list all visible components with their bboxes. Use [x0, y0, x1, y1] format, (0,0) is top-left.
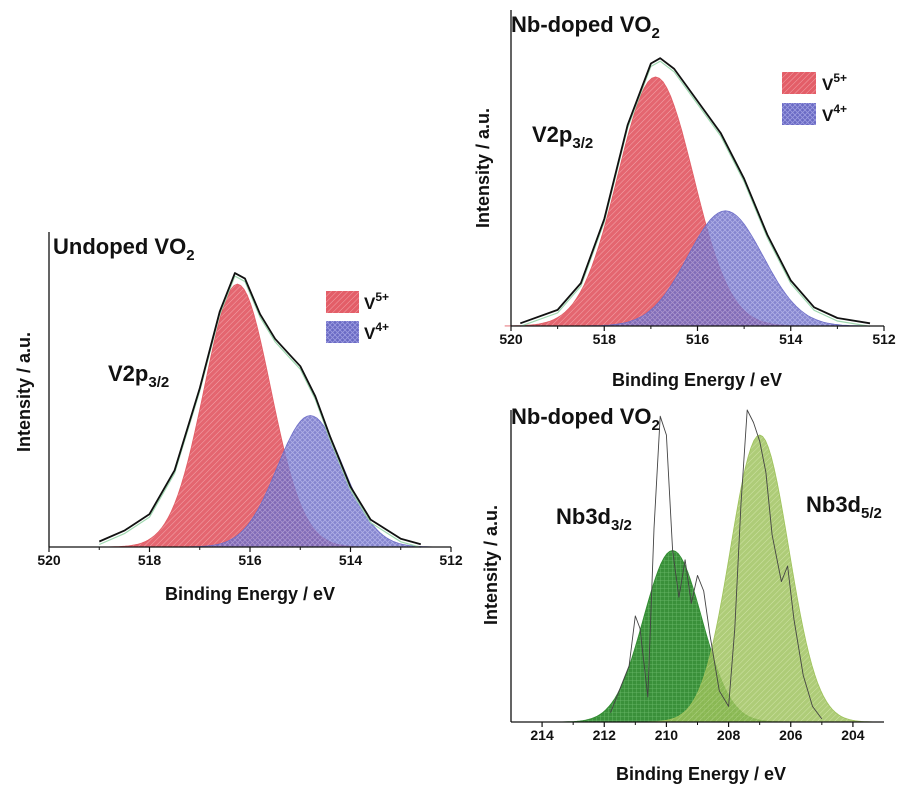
x-tick-label: 212 [593, 727, 617, 743]
x-tick-label: 514 [779, 331, 803, 347]
panel-nb-doped-nb3d: Nb-doped VO2 Intensity / a.u. Binding En… [481, 404, 884, 784]
x-tick-label: 514 [339, 552, 363, 568]
legend-swatch-v4 [326, 321, 359, 343]
legend-label-v5: V5+ [822, 71, 847, 94]
peak-annotation-v2p: V2p3/2 [532, 122, 593, 152]
legend-swatch-v5 [326, 291, 359, 313]
peak-v4 [177, 415, 443, 548]
panel-title: Undoped VO2 [53, 234, 195, 264]
x-tick-label: 214 [530, 727, 554, 743]
x-tick-label: 518 [138, 552, 162, 568]
legend-swatch-v5 [782, 72, 816, 94]
peak-annotation-v2p: V2p3/2 [108, 361, 169, 391]
legend: V5+ V4+ [326, 290, 389, 343]
x-tick-label: 512 [872, 331, 896, 347]
spectrum-envelope [610, 409, 823, 720]
panel-undoped: Undoped VO2 Intensity / a.u. Binding Ene… [14, 232, 463, 604]
peak-annotation-nb3d32: Nb3d3/2 [556, 504, 632, 534]
x-tick-label: 520 [499, 331, 523, 347]
x-tick-label: 518 [593, 331, 617, 347]
x-tick-label: 516 [686, 331, 710, 347]
peak-annotation-nb3d52: Nb3d5/2 [806, 492, 882, 522]
fit-curve [520, 60, 871, 327]
x-tick-label: 520 [37, 552, 61, 568]
x-axis-label: Binding Energy / eV [612, 370, 782, 390]
x-tick-label: 516 [238, 552, 262, 568]
legend: V5+ V4+ [782, 71, 847, 125]
x-tick-label: 206 [779, 727, 803, 743]
x-axis-label: Binding Energy / eV [165, 584, 335, 604]
x-tick-label: 204 [841, 727, 865, 743]
x-tick-label: 512 [439, 552, 463, 568]
legend-label-v4: V4+ [364, 320, 389, 343]
legend-swatch-v4 [782, 103, 816, 125]
legend-label-v4: V4+ [822, 102, 847, 125]
x-axis-label: Binding Energy / eV [616, 764, 786, 784]
peak-v4 [574, 210, 877, 327]
panel-title: Nb-doped VO2 [511, 404, 660, 434]
x-tick-label: 210 [655, 727, 679, 743]
y-axis-label: Intensity / a.u. [14, 332, 34, 452]
spectrum-envelope [98, 272, 422, 546]
x-tick-label: 208 [717, 727, 741, 743]
fit-curve [99, 275, 421, 548]
y-axis-label: Intensity / a.u. [473, 108, 493, 228]
panel-nb-doped-v2p: Nb-doped VO2 Intensity / a.u. Binding En… [473, 10, 896, 390]
y-axis-label: Intensity / a.u. [481, 505, 501, 625]
spectrum-envelope [519, 57, 871, 325]
legend-label-v5: V5+ [364, 290, 389, 313]
panel-title: Nb-doped VO2 [511, 12, 660, 42]
